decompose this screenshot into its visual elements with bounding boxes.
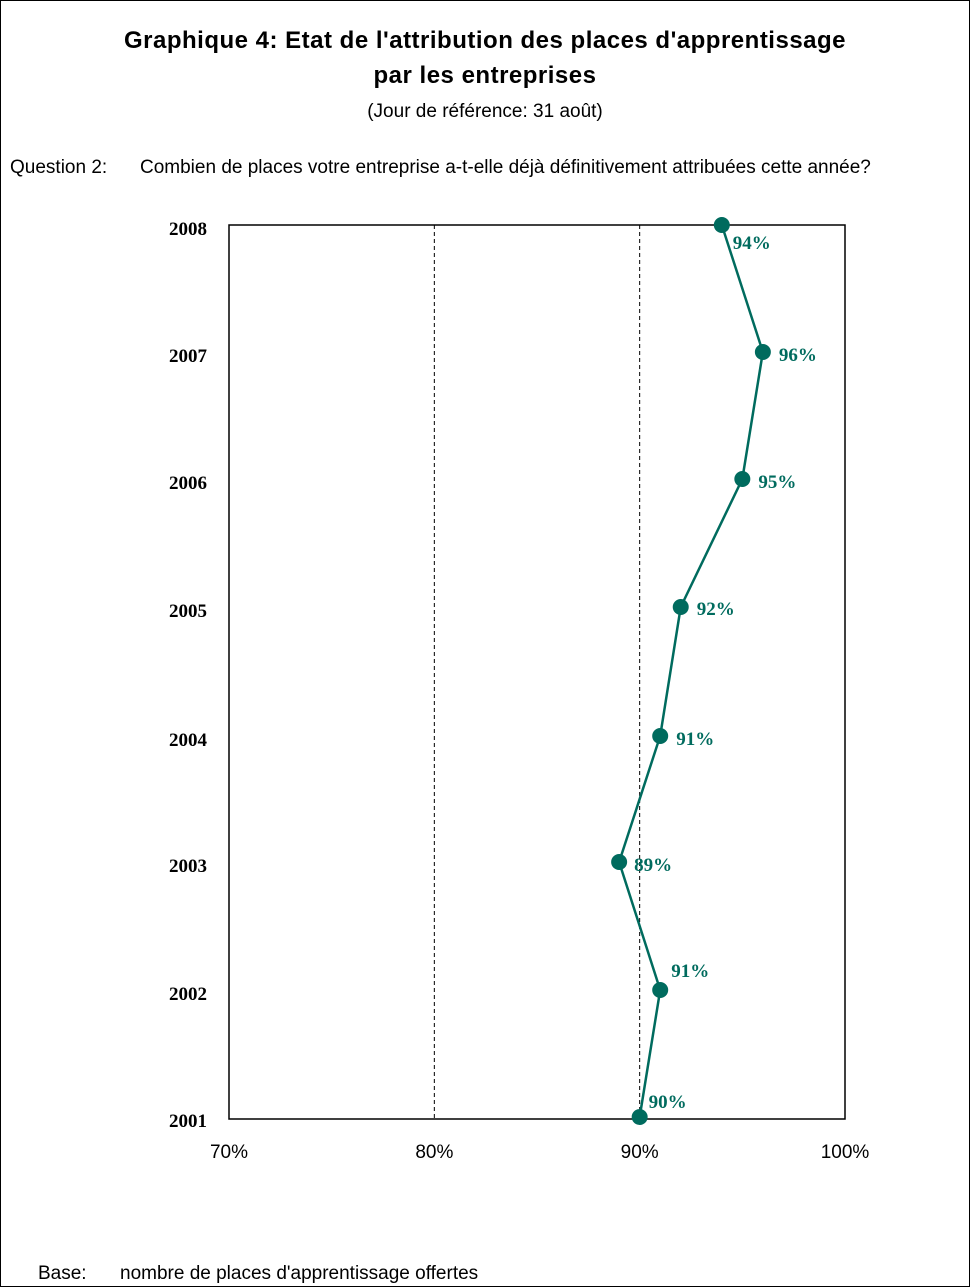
y-tick-label-2003: 2003	[169, 856, 207, 877]
question-body: Combien de places votre entreprise a-t-e…	[140, 157, 871, 178]
data-point-2002	[652, 982, 669, 998]
series-line	[617, 224, 765, 1118]
data-point-2001	[631, 1109, 648, 1125]
data-label-2007: 96%	[779, 345, 817, 366]
footer-text: nombre de places d'apprentissage offerte…	[120, 1263, 479, 1284]
data-label-2008: 94%	[733, 233, 771, 254]
data-label-2001: 90%	[649, 1092, 687, 1113]
data-labels: 94% 96% 95% 92% 91% 89% 91% 90%	[634, 233, 817, 1113]
y-tick-label-2007: 2007	[169, 346, 208, 367]
data-point-2003	[611, 854, 628, 870]
y-tick-label-2001: 2001	[169, 1111, 207, 1132]
data-point-2008	[713, 217, 730, 233]
x-tick-label-100: 100%	[821, 1142, 870, 1163]
question-text: Question 2: Combien de places votre entre…	[10, 157, 970, 179]
data-label-2005: 92%	[697, 599, 735, 620]
question-label: Question 2:	[10, 157, 108, 178]
y-axis-ticks: 2008 2007 2006 2005 2004 2003 2002 2001	[169, 219, 208, 1132]
y-tick-label-2005: 2005	[169, 601, 207, 622]
x-axis-ticks: 70% 80% 90% 100%	[210, 1142, 869, 1163]
data-point-2004	[652, 728, 669, 744]
data-label-2004: 91%	[676, 729, 714, 750]
data-label-2006: 95%	[758, 472, 796, 493]
y-tick-label-2008: 2008	[169, 219, 207, 240]
data-point-2006	[734, 471, 751, 487]
plot-area-border	[228, 224, 846, 1120]
footer-label: Base:	[38, 1263, 87, 1284]
data-label-2003: 89%	[634, 855, 672, 876]
x-tick-label-90: 90%	[621, 1142, 659, 1163]
data-point-2005	[672, 599, 689, 615]
series-line-group	[617, 224, 765, 1118]
y-tick-label-2006: 2006	[169, 473, 207, 494]
gridlines	[433, 225, 641, 1119]
data-label-2002: 91%	[671, 961, 709, 982]
x-tick-label-80: 80%	[415, 1142, 453, 1163]
chart-subtitle: (Jour de référence: 31 août)	[367, 101, 603, 122]
y-tick-label-2002: 2002	[169, 984, 207, 1005]
series-points	[611, 217, 771, 1125]
x-tick-label-70: 70%	[210, 1142, 248, 1163]
chart-title-line-2: par les entreprises	[373, 62, 597, 89]
y-tick-label-2004: 2004	[169, 730, 208, 751]
chart-title-line-1: Graphique 4: Etat de l'attribution des p…	[123, 27, 847, 54]
data-point-2007	[754, 344, 771, 360]
footer-note: Base: nombre de places d'apprentissage of…	[38, 1263, 478, 1285]
